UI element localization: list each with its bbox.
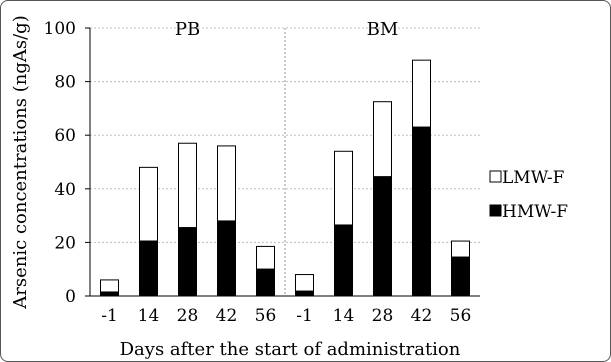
bar-segment-lmw-f	[139, 166, 158, 242]
labels: 0 20 40 60 80 100 -1 14 28 42 56 -1 14 28 42 56 PB BM	[44, 19, 472, 326]
bar-segment-hmw-f	[217, 220, 236, 297]
bar-segment-hmw-f	[334, 224, 353, 297]
bar-segment-lmw-f	[217, 145, 236, 222]
bar-segment-lmw-f	[256, 245, 275, 270]
group-label: PB	[175, 19, 200, 40]
legend-label: LMW-F	[502, 168, 565, 188]
bar-segment-hmw-f	[295, 290, 314, 297]
bar-segment-hmw-f	[100, 291, 119, 297]
bar-segment-hmw-f	[256, 268, 275, 297]
x-axis-title: Days after the start of administration	[120, 339, 461, 360]
x-tick-label: 28	[177, 306, 199, 326]
x-tick-label: 56	[450, 306, 472, 326]
bar-segment-hmw-f	[451, 256, 470, 297]
bar-segment-lmw-f	[412, 59, 431, 128]
x-tick-label: 28	[372, 306, 394, 326]
bar-segment-lmw-f	[373, 101, 392, 178]
y-tick-label: 80	[54, 73, 76, 93]
y-tick-label: 0	[65, 287, 76, 307]
x-tick-label: 14	[138, 306, 160, 326]
legend-swatch	[489, 170, 502, 183]
bar-segment-hmw-f	[373, 176, 392, 297]
x-tick-label: 56	[255, 306, 277, 326]
x-tick-label: -1	[296, 306, 313, 326]
group-label: BM	[367, 19, 399, 40]
bar-segment-lmw-f	[334, 150, 353, 226]
bar-segment-hmw-f	[178, 227, 197, 297]
y-tick-label: 40	[54, 180, 76, 200]
legend-swatch	[489, 204, 502, 217]
bar-segment-lmw-f	[451, 240, 470, 258]
y-tick-label: 20	[54, 233, 76, 253]
bar-segment-lmw-f	[100, 279, 119, 293]
x-tick-label: 14	[333, 306, 355, 326]
x-tick-label: 42	[411, 306, 433, 326]
bar-segment-hmw-f	[412, 126, 431, 297]
x-tick-label: -1	[101, 306, 118, 326]
legend-label: HMW-F	[502, 202, 568, 222]
legend: LMW-F HMW-F	[489, 168, 568, 222]
axes	[85, 27, 480, 297]
y-axis-title: Arsenic concentrations (ngAs/g)	[10, 15, 31, 309]
y-tick-label: 60	[54, 126, 76, 146]
bar-segment-lmw-f	[295, 274, 314, 292]
x-tick-label: 42	[216, 306, 238, 326]
bar-segment-hmw-f	[139, 240, 158, 297]
bar-segment-lmw-f	[178, 142, 197, 229]
y-tick-label: 100	[44, 19, 76, 39]
bars	[100, 59, 470, 297]
